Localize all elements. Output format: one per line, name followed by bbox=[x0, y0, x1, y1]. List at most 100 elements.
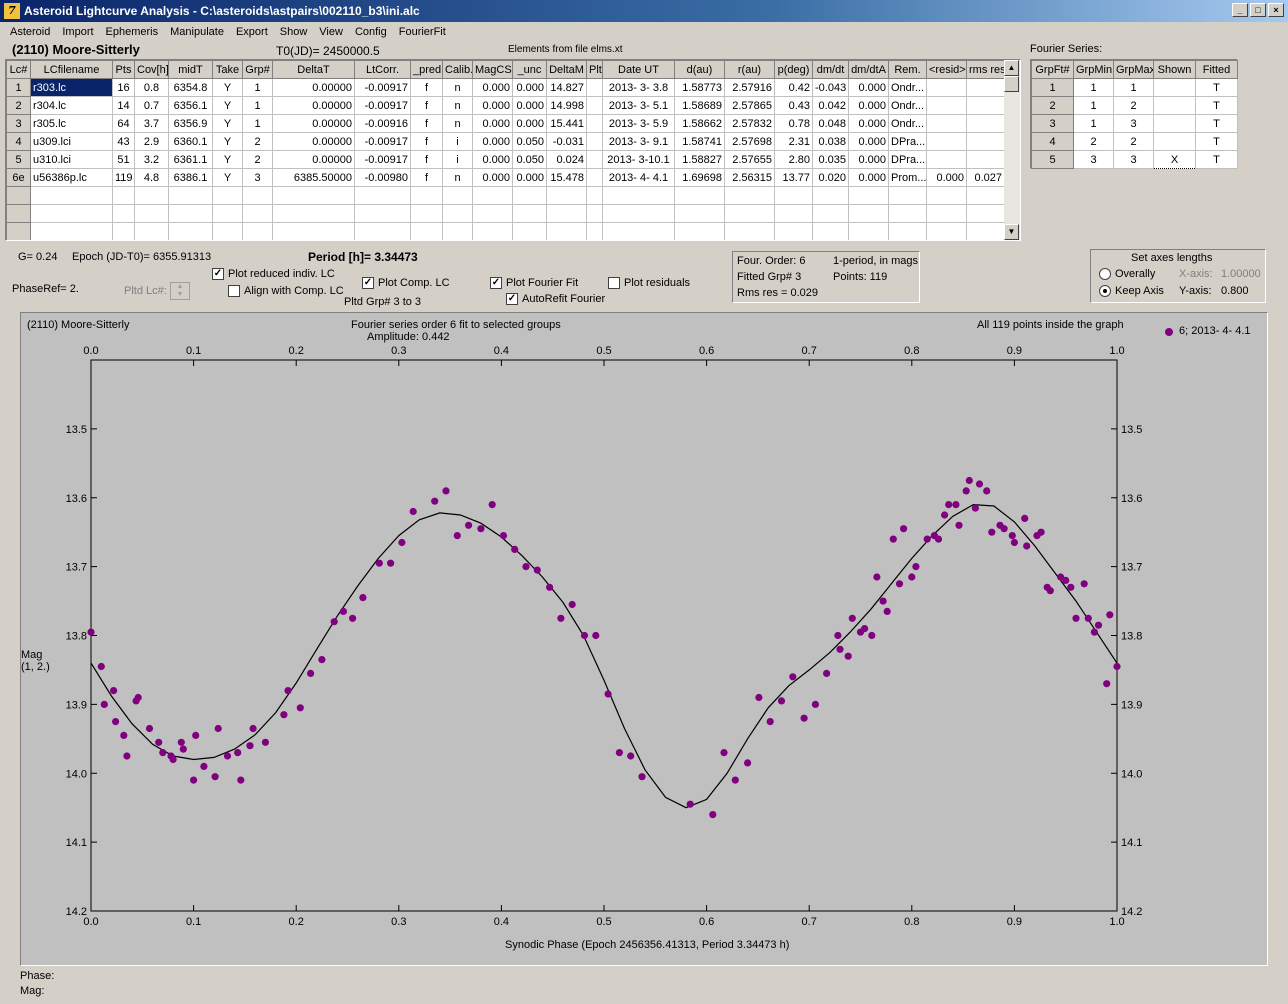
table-cell[interactable]: f bbox=[410, 132, 443, 151]
table-cell[interactable]: 0.000 bbox=[848, 78, 889, 97]
menu-export[interactable]: Export bbox=[235, 26, 268, 38]
table-cell[interactable]: 0.035 bbox=[812, 150, 849, 169]
table-cell[interactable]: 0.7 bbox=[134, 96, 169, 115]
menu-view[interactable]: View bbox=[319, 26, 343, 38]
empty-cell[interactable] bbox=[354, 186, 411, 205]
table-cell[interactable]: 0.000 bbox=[926, 168, 967, 187]
table-cell[interactable]: 6386.1 bbox=[168, 168, 213, 187]
empty-cell[interactable] bbox=[472, 186, 513, 205]
table-cell[interactable]: 3 bbox=[242, 168, 273, 187]
lc-col-header[interactable]: _unc bbox=[512, 60, 547, 79]
table-cell[interactable]: 0.00000 bbox=[272, 96, 355, 115]
table-cell[interactable] bbox=[1153, 96, 1196, 115]
table-cell[interactable]: 2013- 3- 9.1 bbox=[602, 132, 675, 151]
table-cell[interactable]: 2 bbox=[1113, 96, 1154, 115]
empty-cell[interactable] bbox=[410, 186, 443, 205]
lc-col-header[interactable]: <resid> bbox=[926, 60, 967, 79]
empty-cell[interactable] bbox=[602, 204, 675, 223]
empty-cell[interactable] bbox=[512, 204, 547, 223]
empty-cell[interactable] bbox=[586, 222, 603, 240]
empty-cell[interactable] bbox=[410, 204, 443, 223]
table-cell[interactable]: 3 bbox=[1073, 150, 1114, 169]
table-cell[interactable]: 0.000 bbox=[848, 168, 889, 187]
table-cell[interactable]: f bbox=[410, 150, 443, 169]
empty-cell[interactable] bbox=[926, 186, 967, 205]
table-cell[interactable]: 14 bbox=[112, 96, 135, 115]
scroll-up-icon[interactable]: ▲ bbox=[1004, 60, 1019, 76]
empty-cell[interactable] bbox=[6, 204, 31, 223]
table-cell[interactable]: 0.024 bbox=[546, 150, 587, 169]
table-cell[interactable]: 3.7 bbox=[134, 114, 169, 133]
table-cell[interactable] bbox=[926, 96, 967, 115]
table-cell[interactable]: 0.000 bbox=[472, 114, 513, 133]
lc-col-header[interactable]: Pts bbox=[112, 60, 135, 79]
empty-cell[interactable] bbox=[212, 222, 243, 240]
table-row[interactable]: 3 r305.lc 64 3.7 6356.9 Y 1 0.00000 -0.00916 f n 0.… bbox=[6, 114, 1005, 133]
table-cell[interactable]: Y bbox=[212, 96, 243, 115]
overally-radio[interactable]: Overally bbox=[1099, 268, 1155, 281]
empty-cell[interactable] bbox=[888, 222, 927, 240]
empty-cell[interactable] bbox=[134, 204, 169, 223]
scroll-thumb[interactable] bbox=[1004, 76, 1019, 92]
empty-cell[interactable] bbox=[168, 204, 213, 223]
plot-comp-checkbox[interactable]: ✓ Plot Comp. LC bbox=[362, 277, 450, 290]
table-cell[interactable]: 0.00000 bbox=[272, 132, 355, 151]
empty-cell[interactable] bbox=[774, 204, 813, 223]
table-cell[interactable]: 2.31 bbox=[774, 132, 813, 151]
table-cell[interactable]: 3 bbox=[1113, 150, 1154, 169]
empty-cell[interactable] bbox=[112, 204, 135, 223]
row-header[interactable]: 3 bbox=[1031, 114, 1074, 133]
empty-cell[interactable] bbox=[242, 186, 273, 205]
table-cell[interactable]: n bbox=[442, 168, 473, 187]
lc-col-header[interactable]: r(au) bbox=[724, 60, 775, 79]
table-cell[interactable]: 0.00000 bbox=[272, 78, 355, 97]
table-cell[interactable]: 3 bbox=[1113, 114, 1154, 133]
fourier-col-header[interactable]: GrpMax bbox=[1113, 60, 1154, 79]
menu-config[interactable]: Config bbox=[354, 26, 387, 38]
table-cell[interactable]: 64 bbox=[112, 114, 135, 133]
empty-cell[interactable] bbox=[812, 186, 849, 205]
table-cell[interactable]: u56386p.lc bbox=[30, 168, 113, 187]
table-cell[interactable]: 0.042 bbox=[812, 96, 849, 115]
table-cell[interactable]: 0.43 bbox=[774, 96, 813, 115]
table-cell[interactable] bbox=[966, 114, 1005, 133]
empty-row[interactable] bbox=[6, 186, 1005, 205]
empty-cell[interactable] bbox=[586, 204, 603, 223]
table-row[interactable]: 6e u56386p.lc 119 4.8 6386.1 Y 3 6385.50000 -0.0… bbox=[6, 168, 1005, 187]
table-cell[interactable] bbox=[966, 132, 1005, 151]
y-axis-value[interactable]: 0.800 bbox=[1221, 285, 1249, 297]
empty-cell[interactable] bbox=[926, 222, 967, 240]
table-cell[interactable]: 0.42 bbox=[774, 78, 813, 97]
table-cell[interactable]: 0.020 bbox=[812, 168, 849, 187]
empty-cell[interactable] bbox=[848, 186, 889, 205]
minimize-button[interactable]: _ bbox=[1232, 3, 1248, 17]
lc-col-header[interactable]: Take bbox=[212, 60, 243, 79]
empty-cell[interactable] bbox=[966, 204, 1005, 223]
table-cell[interactable]: 0.000 bbox=[512, 96, 547, 115]
table-cell[interactable]: -0.00917 bbox=[354, 150, 411, 169]
table-cell[interactable]: -0.031 bbox=[546, 132, 587, 151]
table-cell[interactable]: f bbox=[410, 96, 443, 115]
table-cell[interactable]: DPra... bbox=[888, 132, 927, 151]
table-cell[interactable]: 0.000 bbox=[512, 78, 547, 97]
table-cell[interactable]: 2013- 3- 5.9 bbox=[602, 114, 675, 133]
table-cell[interactable]: 119 bbox=[112, 168, 135, 187]
table-cell[interactable] bbox=[1153, 114, 1196, 133]
table-cell[interactable]: 2.57655 bbox=[724, 150, 775, 169]
table-cell[interactable]: 6360.1 bbox=[168, 132, 213, 151]
table-cell[interactable]: 1.58827 bbox=[674, 150, 725, 169]
table-cell[interactable]: 0.78 bbox=[774, 114, 813, 133]
empty-cell[interactable] bbox=[586, 186, 603, 205]
empty-cell[interactable] bbox=[30, 204, 113, 223]
table-cell[interactable]: 2.57832 bbox=[724, 114, 775, 133]
empty-cell[interactable] bbox=[512, 222, 547, 240]
table-cell[interactable] bbox=[586, 114, 603, 133]
table-cell[interactable]: T bbox=[1195, 96, 1238, 115]
table-cell[interactable]: 1.58741 bbox=[674, 132, 725, 151]
empty-cell[interactable] bbox=[30, 186, 113, 205]
table-cell[interactable]: i bbox=[442, 132, 473, 151]
lc-col-header[interactable]: MagCS bbox=[472, 60, 513, 79]
table-cell[interactable]: 14.827 bbox=[546, 78, 587, 97]
